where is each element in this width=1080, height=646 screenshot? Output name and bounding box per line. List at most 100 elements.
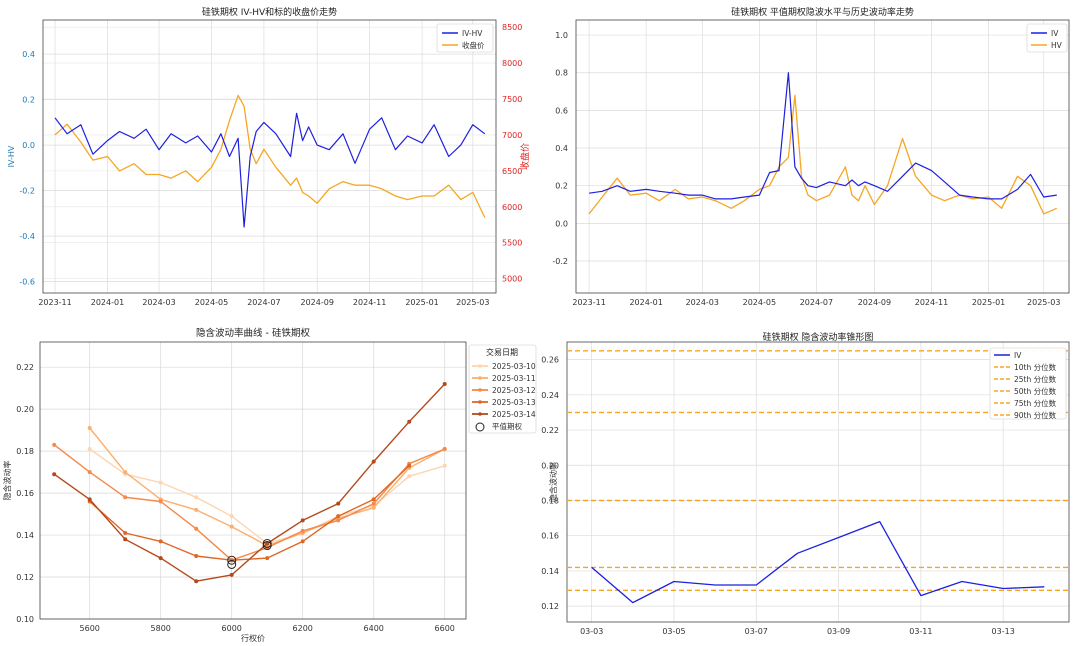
x-tick-label: 03-05 [662, 627, 685, 636]
data-point [229, 524, 234, 529]
y2-tick-label: 7500 [502, 95, 522, 104]
legend-frame [989, 347, 1067, 420]
axes-frame [39, 341, 467, 620]
y-tick-label: 0.14 [541, 567, 559, 576]
data-point [123, 495, 128, 500]
x-tick-label: 2024-09 [858, 298, 891, 307]
y-tick-label: 0.12 [541, 602, 559, 611]
x-tick-label: 2024-05 [195, 298, 228, 307]
atm-marker [262, 538, 272, 548]
legend-label: 2025-03-13 [492, 398, 536, 407]
data-point [371, 459, 376, 464]
legend-label: 25th 分位数 [1014, 374, 1057, 384]
series-line-iv [591, 520, 1045, 604]
legend-swatch-marker [478, 412, 482, 416]
data-point [52, 442, 57, 447]
x-tick-label: 03-07 [745, 627, 768, 636]
data-point [87, 470, 92, 475]
x-tick-label: 2024-07 [247, 298, 280, 307]
legend-label: 平值期权 [492, 421, 522, 431]
legend-label: 2025-03-11 [492, 374, 536, 383]
x-tick-label: 03-11 [909, 627, 932, 636]
data-point [123, 537, 128, 542]
y-tick-label: 0.6 [555, 106, 568, 115]
x-tick-label: 5800 [151, 624, 171, 633]
data-point [87, 426, 92, 431]
y-tick-label: -0.2 [552, 257, 568, 266]
chart-iv-hv-close: 2023-11 2024-01 2024-03 2024-05 2024-07 2024-… [7, 6, 531, 307]
axes-frame [42, 19, 497, 294]
y2-tick-label: 7000 [502, 131, 522, 140]
atm-marker [227, 555, 237, 565]
data-point [194, 495, 199, 500]
y-axis-label: 隐含波动率 [548, 462, 558, 502]
chart-iv-cone: 03-03 03-05 03-07 03-09 03-11 03-13 0.26 0.24 0.… [541, 331, 1070, 636]
plot-area [40, 342, 466, 619]
data-point [300, 539, 305, 544]
x-tick-label: 2024-11 [353, 298, 386, 307]
y2-tick-label: 8500 [502, 23, 522, 32]
data-point [123, 470, 128, 475]
y-tick-label: 0.26 [541, 356, 559, 365]
data-point [158, 556, 163, 561]
x-tick-label: 2024-01 [629, 298, 662, 307]
series-line-2025-03-12 [53, 444, 445, 561]
x-tick-label: 2024-05 [743, 298, 776, 307]
series-line-iv [589, 72, 1057, 200]
series-line-2025-03-14 [53, 383, 446, 582]
atm-marker [227, 559, 237, 569]
y2-tick-label: 6500 [502, 167, 522, 176]
x-tick-label: 6600 [435, 624, 455, 633]
y2-tick-label: 6000 [502, 203, 522, 212]
y-tick-label: 0.2 [22, 96, 35, 105]
data-point [229, 514, 234, 519]
data-point [158, 499, 163, 504]
data-point [158, 539, 163, 544]
x-tick-label: 03-09 [827, 627, 850, 636]
legend-label: 2025-03-14 [492, 410, 536, 419]
x-tick-label: 2023-11 [38, 298, 71, 307]
y-tick-label: 0.4 [555, 144, 568, 153]
legend-swatch-marker [478, 388, 482, 392]
x-tick-label: 6000 [222, 624, 242, 633]
y-tick-label: 0.10 [16, 615, 34, 624]
data-point [229, 572, 234, 577]
legend-label: 2025-03-10 [492, 362, 536, 371]
x-tick-label: 2025-01 [405, 298, 438, 307]
legend-swatch-marker [478, 400, 482, 404]
y2-axis-label: 收盘价 [519, 143, 531, 170]
y-tick-label: -0.6 [19, 278, 35, 287]
chart-iv-hv-trend: 2023-11 2024-01 2024-03 2024-05 2024-07 2024-… [552, 6, 1070, 307]
y-tick-label: 0.20 [16, 405, 34, 414]
y-tick-label: 0.16 [541, 532, 559, 541]
data-point [300, 518, 305, 523]
data-point [371, 497, 376, 502]
x-tick-label: 2025-03 [456, 298, 489, 307]
x-tick-label: 2024-11 [915, 298, 948, 307]
y-tick-label: 0.0 [555, 219, 568, 228]
data-point [442, 381, 447, 386]
axes-frame [575, 19, 1070, 294]
series-line-iv-hv [54, 112, 486, 228]
x-tick-label: 6200 [293, 624, 313, 633]
legend-label: IV-HV [462, 29, 483, 38]
y-axis-label: IV-HV [7, 145, 16, 167]
data-point [371, 501, 376, 506]
y2-tick-label: 5500 [502, 239, 522, 248]
chart-title: 隐含波动率曲线 - 硅铁期权 [196, 327, 310, 339]
y-tick-label: 0.22 [16, 363, 34, 372]
series-line-hv [588, 94, 1058, 215]
data-point [194, 579, 199, 584]
y-tick-label: -0.4 [19, 232, 35, 241]
chart-title: 硅铁期权 平值期权隐波水平与历史波动率走势 [731, 6, 914, 18]
chart-title: 硅铁期权 IV-HV和标的收盘价走势 [202, 6, 337, 18]
chart-iv-smile: 5600 5800 6000 6200 6400 6600 0.22 0.20 0.18 0.16… [2, 327, 537, 643]
data-point [407, 463, 412, 468]
data-point [194, 526, 199, 531]
data-point [52, 472, 57, 477]
y-tick-label: 0.18 [16, 447, 34, 456]
x-axis-label: 行权价 [241, 633, 265, 643]
y-tick-label: 0.24 [541, 391, 559, 400]
legend-frame [468, 344, 537, 434]
legend-label: IV [1014, 351, 1022, 360]
